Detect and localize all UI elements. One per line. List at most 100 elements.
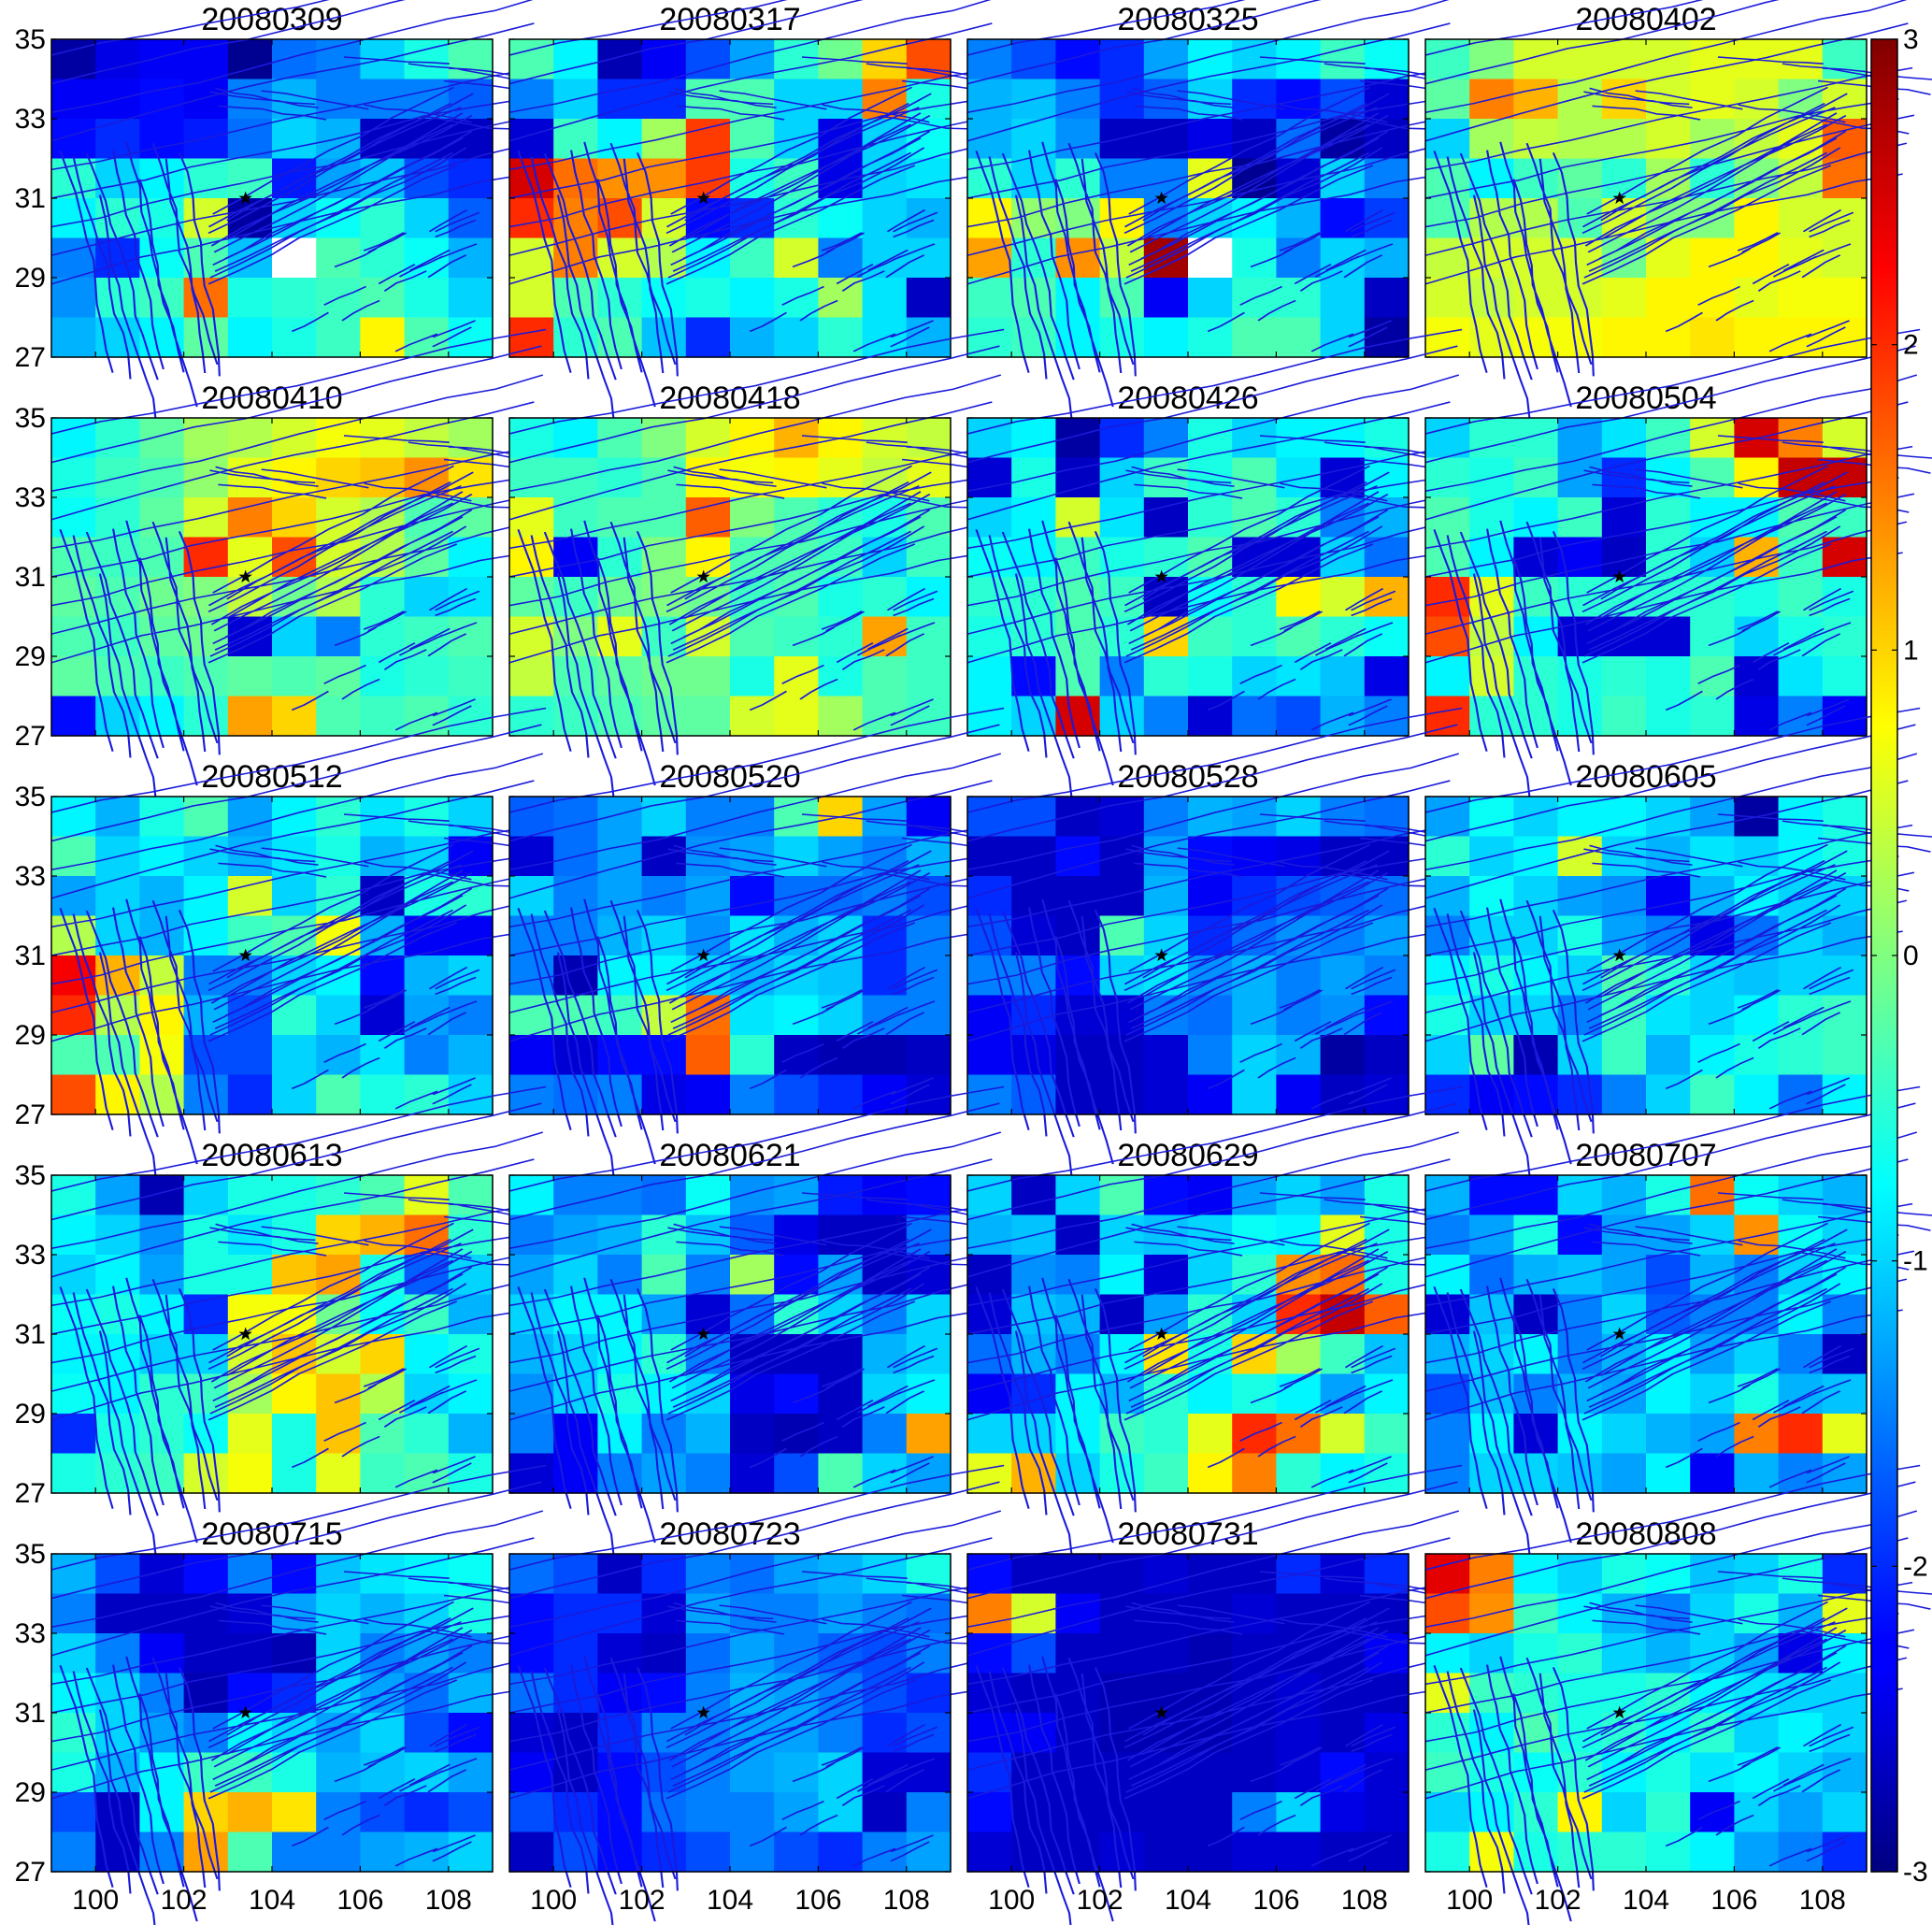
heatmap-cell <box>51 915 96 956</box>
heatmap-cell <box>1320 237 1366 279</box>
heatmap-cell <box>1690 696 1735 737</box>
heatmap-cell <box>404 995 450 1036</box>
heatmap-cell <box>1822 1832 1868 1873</box>
heatmap-cell <box>1557 278 1603 319</box>
heatmap-cell <box>95 1373 140 1415</box>
heatmap-cell <box>685 1035 731 1076</box>
heatmap-cell <box>1601 1035 1647 1076</box>
heatmap-cell <box>1099 198 1145 239</box>
heatmap-cell <box>1055 1294 1101 1335</box>
heatmap-cell <box>316 79 361 120</box>
heatmap-cell <box>1232 696 1277 737</box>
heatmap-cell <box>1646 1414 1691 1455</box>
heatmap-cell <box>1425 1673 1470 1714</box>
heatmap-cell <box>1822 1673 1868 1714</box>
heatmap-cell <box>1557 198 1603 239</box>
heatmap-cell <box>1143 317 1189 358</box>
heatmap-cell <box>818 317 864 358</box>
heatmap-cell <box>51 278 96 319</box>
x-tick-label: 102 <box>1535 1885 1581 1916</box>
heatmap-cell <box>272 1414 317 1455</box>
heatmap-cell <box>1822 1255 1868 1296</box>
epicenter-star <box>1612 948 1626 962</box>
heatmap-cell <box>774 616 819 657</box>
heatmap-cell <box>1099 278 1145 319</box>
heatmap-cell <box>1143 1453 1189 1494</box>
heatmap-cell <box>1557 418 1603 459</box>
heatmap-cell <box>818 1453 864 1494</box>
heatmap-cell <box>1425 836 1470 877</box>
heatmap-cell <box>316 317 361 358</box>
heatmap-cell <box>139 237 185 279</box>
heatmap-cell <box>1232 1373 1277 1415</box>
heatmap-cell <box>1513 119 1559 160</box>
heatmap-cell <box>597 1752 643 1793</box>
heatmap-cell <box>906 1554 952 1595</box>
x-tick-label: 104 <box>249 1885 295 1916</box>
heatmap-cell <box>1822 1414 1868 1455</box>
y-tick-label: 33 <box>15 861 46 892</box>
heatmap-cell <box>967 1294 1012 1335</box>
heatmap-cell <box>316 836 361 877</box>
epicenter-star <box>696 191 710 205</box>
heatmap-cell <box>641 1792 687 1833</box>
heatmap-cell <box>448 1074 494 1115</box>
heatmap-cell <box>862 1334 908 1375</box>
heatmap-cell <box>1188 497 1233 539</box>
heatmap-cell <box>1778 237 1824 279</box>
heatmap-panel: 20080629 <box>966 1085 1476 1555</box>
heatmap-cell <box>1055 995 1101 1036</box>
heatmap-cell <box>597 158 643 199</box>
heatmap-cell <box>641 1175 687 1216</box>
heatmap-cell <box>1099 1633 1145 1674</box>
heatmap-cell <box>272 1373 317 1415</box>
heatmap-cell <box>272 237 317 279</box>
heatmap-cell <box>1320 656 1366 697</box>
x-tick-label: 100 <box>530 1885 577 1916</box>
fault-lines <box>966 707 1476 1176</box>
heatmap-cell <box>1099 1035 1145 1076</box>
heatmap-cell <box>448 876 494 917</box>
heatmap-cell <box>1425 577 1470 618</box>
heatmap-cell <box>1734 1453 1780 1494</box>
panel-title: 20080504 <box>1575 381 1716 416</box>
heatmap-cell <box>730 1633 775 1674</box>
fault-lines <box>966 1464 1476 1925</box>
heatmap-cell <box>272 876 317 917</box>
heatmap-cell <box>1822 616 1868 657</box>
heatmap-cell <box>730 995 775 1036</box>
heatmap-cell <box>316 995 361 1036</box>
heatmap-cell <box>404 278 450 319</box>
x-tick-label: 108 <box>425 1885 472 1916</box>
heatmap-cell <box>1513 915 1559 956</box>
heatmap-cell <box>1690 1752 1735 1793</box>
heatmap-cell <box>1513 1673 1559 1714</box>
heatmap-cell <box>51 656 96 697</box>
heatmap-cell <box>51 79 96 120</box>
heatmap-cell <box>1778 1752 1824 1793</box>
heatmap-cell <box>404 1035 450 1076</box>
heatmap-cell <box>641 1713 687 1754</box>
y-tick-label: 35 <box>15 24 46 55</box>
heatmap-cell <box>272 1554 317 1595</box>
x-tick-label: 106 <box>336 1885 383 1916</box>
heatmap-cell <box>1276 278 1322 319</box>
heatmap-cell <box>139 995 185 1036</box>
heatmap-cell <box>360 198 406 239</box>
colorbar-tick-label: -3 <box>1903 1857 1928 1888</box>
heatmap-cell <box>818 1593 864 1634</box>
heatmap-cell <box>818 1214 864 1256</box>
heatmap-cell <box>95 418 140 459</box>
x-tick-label: 106 <box>1252 1885 1299 1916</box>
heatmap-cell <box>1822 1752 1868 1793</box>
heatmap-cell <box>1188 616 1233 657</box>
heatmap-cell <box>1646 1175 1691 1216</box>
heatmap-cell <box>139 1373 185 1415</box>
heatmap-cell <box>1601 278 1647 319</box>
heatmap-cell <box>448 995 494 1036</box>
panel-title: 20080605 <box>1575 759 1716 795</box>
y-tick-label: 31 <box>15 941 46 971</box>
heatmap-cell <box>967 656 1012 697</box>
heatmap-cell <box>1276 1792 1322 1833</box>
heatmap-cell <box>51 836 96 877</box>
